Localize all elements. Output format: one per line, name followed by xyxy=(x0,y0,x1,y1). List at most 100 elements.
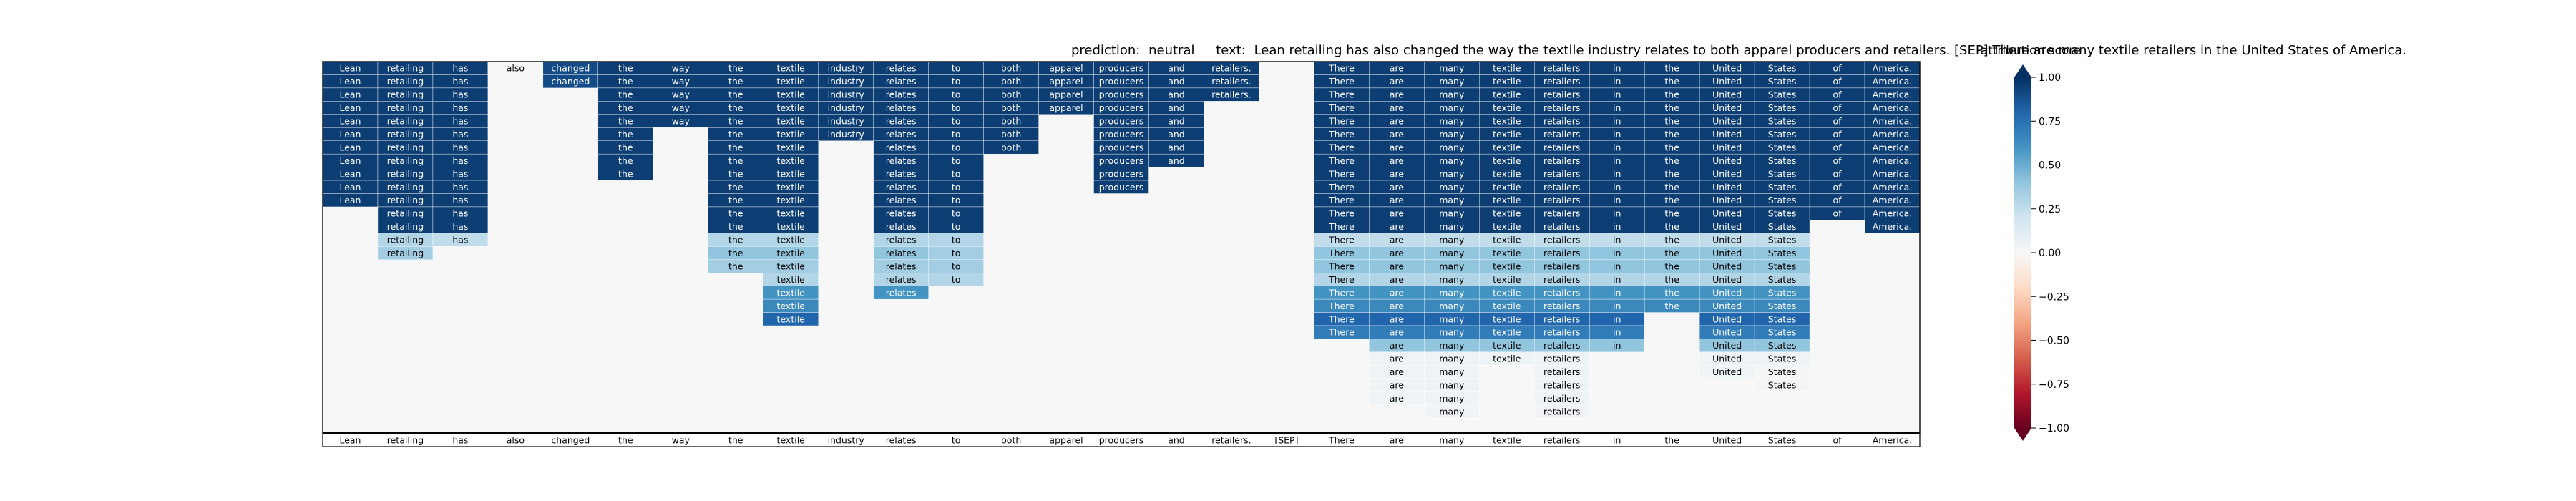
heatmap-cell-label: are xyxy=(1390,235,1405,245)
heatmap-cell-label: relates xyxy=(886,129,917,140)
token-label: has xyxy=(452,435,468,446)
token-label: industry xyxy=(828,435,865,446)
heatmap-cell-label: in xyxy=(1613,287,1621,298)
heatmap-cell-label: to xyxy=(952,182,961,193)
heatmap-cell-label: textile xyxy=(1493,313,1521,324)
heatmap-cell-label: retailers xyxy=(1543,63,1580,74)
heatmap-cell-label: apparel xyxy=(1049,102,1083,113)
token-label: Lean xyxy=(339,435,361,446)
heatmap-cell-label: producers xyxy=(1099,168,1144,179)
heatmap-cell-label: retailers xyxy=(1543,354,1580,364)
heatmap-cell-label: in xyxy=(1613,208,1621,219)
heatmap-cell-label: United xyxy=(1712,208,1742,219)
heatmap-cell-label: retailers xyxy=(1543,393,1580,404)
heatmap-cell-label: Lean xyxy=(339,116,361,127)
heatmap-cell-label: the xyxy=(618,129,633,140)
heatmap-cell-label: America. xyxy=(1873,89,1913,100)
heatmap-cell-label: There xyxy=(1328,195,1355,205)
heatmap-cell-label: textile xyxy=(1493,340,1521,351)
heatmap-cell-label: the xyxy=(1664,116,1679,127)
heatmap-cell-label: of xyxy=(1833,208,1843,219)
heatmap-cell-label: producers xyxy=(1099,142,1144,152)
heatmap-cell-label: the xyxy=(1664,155,1679,166)
heatmap-cell-label: and xyxy=(1168,116,1185,127)
token-label: to xyxy=(952,435,961,446)
heatmap-cell-label: to xyxy=(952,221,961,232)
heatmap-cell-label: textile xyxy=(1493,155,1521,166)
heatmap-cell-label: producers xyxy=(1099,129,1144,140)
colorbar-tick-label: −0.25 xyxy=(2039,291,2069,303)
heatmap-cell-label: relates xyxy=(886,168,917,179)
heatmap-cell-label: There xyxy=(1328,129,1355,140)
heatmap-cell-label: in xyxy=(1613,116,1621,127)
heatmap-cell-label: are xyxy=(1390,182,1405,193)
heatmap-cell-label: many xyxy=(1439,248,1465,258)
heatmap-cell-label: to xyxy=(952,63,961,74)
heatmap-cell-label: both xyxy=(1001,63,1021,74)
heatmap-cell-label: industry xyxy=(828,129,865,140)
heatmap-cell-label: of xyxy=(1833,195,1843,205)
heatmap-cell-label: are xyxy=(1390,287,1405,298)
token-label: retailers xyxy=(1543,435,1580,446)
heatmap-cell-label: many xyxy=(1439,354,1465,364)
heatmap-cell-label: relates xyxy=(886,76,917,87)
heatmap-cell-label: United xyxy=(1712,221,1742,232)
heatmap-cell-label: States xyxy=(1768,63,1797,74)
heatmap-cell-label: industry xyxy=(828,63,865,74)
colorbar-tick-label: 0.50 xyxy=(2039,160,2061,172)
heatmap-cell-label: There xyxy=(1328,327,1355,338)
heatmap-cell-label: relates xyxy=(886,208,917,219)
heatmap-cell-label: States xyxy=(1768,366,1797,377)
colorbar-tick-label: 0.25 xyxy=(2039,204,2061,215)
heatmap-cell-label: There xyxy=(1328,89,1355,100)
heatmap-cell-label: relates xyxy=(886,287,917,298)
heatmap-cell-label: many xyxy=(1439,287,1465,298)
heatmap-cell-label: the xyxy=(618,63,633,74)
heatmap-cell-label: apparel xyxy=(1049,89,1083,100)
heatmap-cell xyxy=(1754,378,1810,392)
heatmap-cell-label: in xyxy=(1613,248,1621,258)
heatmap-cell-label: and xyxy=(1168,155,1185,166)
colorbar-tick-label: 0.00 xyxy=(2039,248,2061,259)
heatmap-cell-label: Lean xyxy=(339,142,361,152)
token-label: are xyxy=(1390,435,1405,446)
heatmap-cell-label: in xyxy=(1613,274,1621,285)
heatmap-cell xyxy=(432,233,489,247)
heatmap-cell-label: relates xyxy=(886,248,917,258)
heatmap-cell xyxy=(928,273,984,286)
heatmap-cell-label: has xyxy=(452,89,468,100)
heatmap-cell-label: producers xyxy=(1099,116,1144,127)
heatmap-cell-label: many xyxy=(1439,142,1465,152)
heatmap-cell-label: States xyxy=(1768,208,1797,219)
heatmap-cell-label: relates xyxy=(886,261,917,271)
heatmap-cell-label: relates xyxy=(886,89,917,100)
heatmap-cell-label: producers xyxy=(1099,102,1144,113)
heatmap-cell-label: United xyxy=(1712,354,1742,364)
heatmap-cell-label: textile xyxy=(777,301,806,311)
heatmap-cell-label: textile xyxy=(777,248,806,258)
heatmap-cell-label: the xyxy=(618,89,633,100)
heatmap-cell-label: in xyxy=(1613,195,1621,205)
heatmap-cell-label: industry xyxy=(828,116,865,127)
heatmap-cell-label: the xyxy=(1664,129,1679,140)
heatmap-cell-label: States xyxy=(1768,340,1797,351)
heatmap-cell-label: There xyxy=(1328,301,1355,311)
heatmap-cell-label: United xyxy=(1712,287,1742,298)
token-label: in xyxy=(1613,435,1621,446)
heatmap-cell-label: America. xyxy=(1873,129,1913,140)
heatmap-cell-label: producers xyxy=(1099,76,1144,87)
heatmap-cell-label: retailers xyxy=(1543,380,1580,391)
heatmap-cell xyxy=(1589,339,1645,353)
heatmap-cell-label: relates xyxy=(886,195,917,205)
heatmap-cell-label: Lean xyxy=(339,155,361,166)
heatmap-cell-label: many xyxy=(1439,129,1465,140)
heatmap-cell-label: Lean xyxy=(339,89,361,100)
heatmap-cell-label: of xyxy=(1833,182,1843,193)
heatmap-cell-label: to xyxy=(952,261,961,271)
heatmap-cell-label: United xyxy=(1712,195,1742,205)
heatmap-cell-label: retailers xyxy=(1543,406,1580,417)
heatmap-cell-label: are xyxy=(1390,327,1405,338)
heatmap-cell-label: America. xyxy=(1873,116,1913,127)
heatmap-cell-label: United xyxy=(1712,76,1742,87)
heatmap-cell-label: There xyxy=(1328,102,1355,113)
